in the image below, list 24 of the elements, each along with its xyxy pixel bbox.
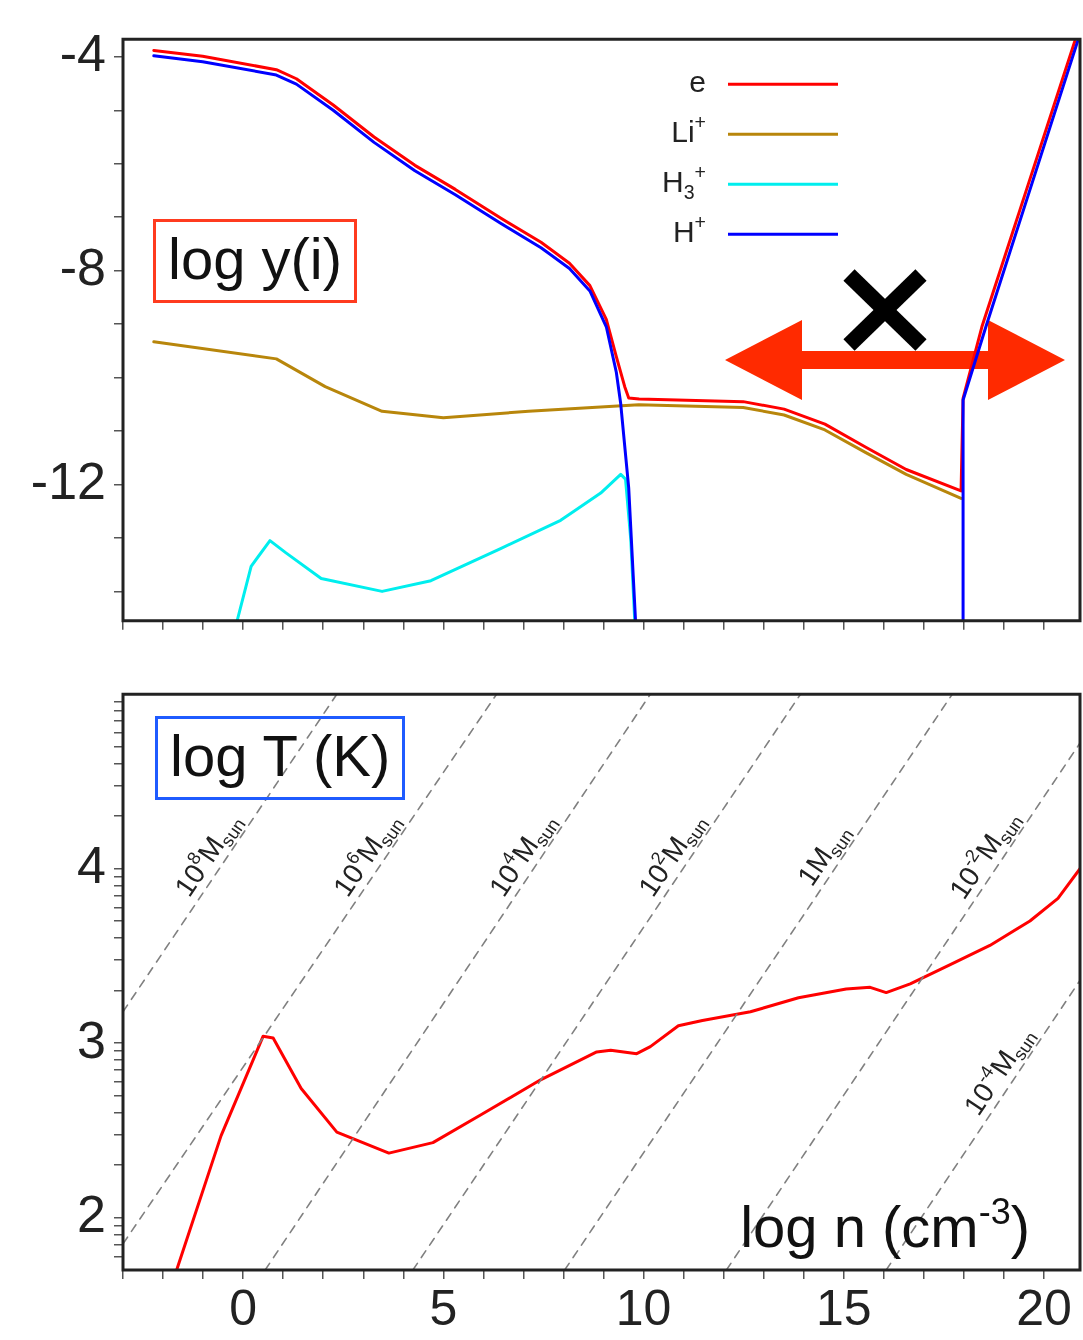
text: 1Msun [791,825,859,892]
text: 108Msun [168,814,250,902]
y-tick-label: -4 [59,24,106,83]
y-tick-label: 4 [77,836,106,895]
y-tick-label: -12 [30,451,106,510]
x-tick-label: 15 [815,1279,872,1336]
x-tick-label: 5 [429,1279,458,1336]
text: 104Msun [482,814,564,902]
y-tick-label: 2 [77,1185,106,1243]
legend-label: Li+ [671,111,706,149]
y-tick-label: -8 [59,238,106,297]
x-tick-label: 0 [229,1279,258,1336]
text: 10-2Msun [943,812,1028,905]
x-tick-label: 20 [1016,1279,1072,1336]
x-axis-title: log n (cm$^{-3}$) [740,1191,1030,1259]
text: 10-4Msun [957,1028,1043,1121]
text: 106Msun [327,814,409,902]
legend-label: e [689,65,706,99]
legend-label: H+ [672,211,706,249]
y-axis-title: log T (K) [155,716,406,801]
y-tick-label: 3 [77,1010,106,1069]
text: 102Msun [632,814,714,902]
x-tick-label: 10 [615,1279,672,1336]
y-axis-title: log y(i) [153,219,358,304]
